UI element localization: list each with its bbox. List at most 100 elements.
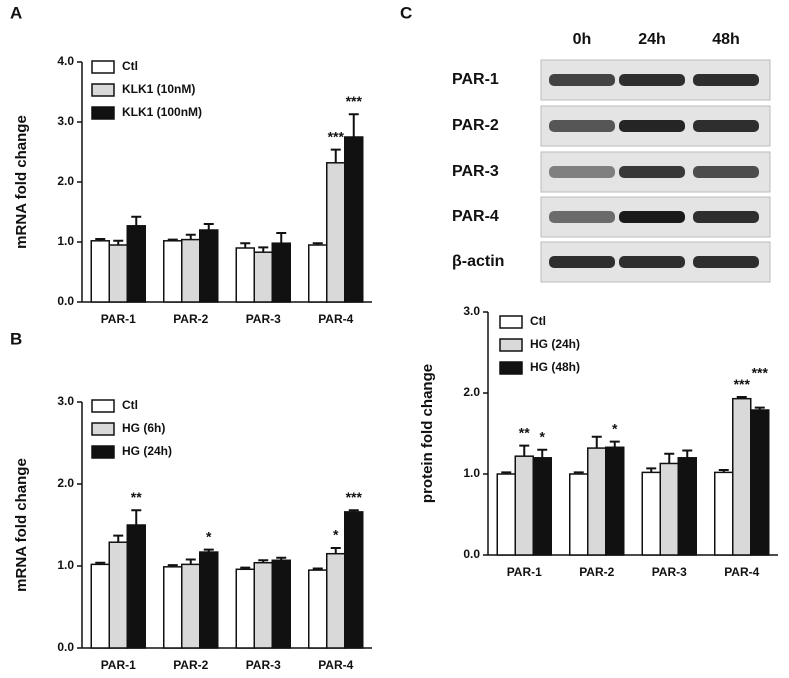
legend-label: HG (24h) — [122, 444, 172, 458]
x-tick-label: PAR-4 — [724, 565, 759, 579]
bar — [199, 551, 219, 649]
bar — [235, 568, 255, 649]
legend-label: Ctl — [122, 59, 138, 73]
significance-label: *** — [346, 489, 363, 505]
legend-label: KLK1 (100nM) — [122, 105, 202, 119]
y-tick-label: 1.0 — [463, 466, 480, 480]
blot-row-label: PAR-2 — [452, 117, 499, 134]
error-bar — [646, 467, 657, 473]
x-tick-label: PAR-1 — [507, 565, 542, 579]
legend-swatch — [91, 60, 115, 74]
y-tick-label: 0.0 — [463, 547, 480, 561]
error-bar — [240, 242, 251, 248]
legend-label: HG (48h) — [530, 360, 580, 374]
bar — [199, 229, 219, 303]
significance-label: *** — [328, 128, 345, 144]
error-bar — [185, 233, 196, 240]
y-tick-label: 1.0 — [57, 558, 74, 572]
blot-band — [693, 211, 759, 223]
bar — [308, 569, 328, 649]
y-tick-label: 3.0 — [463, 304, 480, 318]
legend-label: HG (6h) — [122, 421, 165, 435]
bar — [163, 240, 183, 303]
x-tick-label: PAR-4 — [318, 312, 353, 326]
blot-band — [619, 120, 685, 132]
error-bar — [276, 556, 287, 561]
error-bar — [95, 561, 106, 565]
bar — [641, 471, 661, 556]
error-bar — [131, 509, 142, 525]
x-tick-label: PAR-2 — [579, 565, 614, 579]
bar — [108, 541, 128, 649]
y-axis-label: protein fold change — [419, 364, 436, 503]
bar — [605, 446, 625, 556]
significance-label: * — [206, 528, 212, 544]
error-bar — [501, 471, 512, 474]
x-tick-label: PAR-2 — [173, 658, 208, 672]
y-axis-label: mRNA fold change — [13, 458, 30, 592]
significance-label: ** — [131, 489, 142, 505]
bar — [308, 244, 328, 303]
significance-label: * — [540, 428, 546, 444]
error-bar — [258, 246, 269, 253]
y-tick-label: 2.0 — [57, 174, 74, 188]
blot-band — [619, 256, 685, 268]
error-bar — [312, 242, 323, 245]
error-bar — [95, 238, 106, 241]
blot-band — [693, 256, 759, 268]
legend-swatch — [91, 106, 115, 120]
error-bar — [131, 215, 142, 226]
error-bar — [185, 558, 196, 565]
y-tick-label: 3.0 — [57, 394, 74, 408]
blot-band — [549, 256, 615, 268]
error-bar — [203, 548, 214, 553]
legend-swatch — [499, 338, 523, 352]
blot-row-label: PAR-1 — [452, 71, 499, 88]
error-bar — [573, 471, 584, 474]
bar — [326, 162, 346, 303]
x-tick-label: PAR-1 — [101, 312, 136, 326]
significance-label: * — [612, 420, 618, 436]
bar — [181, 238, 201, 303]
error-bar — [203, 223, 214, 230]
error-bar — [240, 566, 251, 570]
blot-band — [693, 120, 759, 132]
x-tick-label: PAR-1 — [101, 658, 136, 672]
blot-column-label: 48h — [712, 31, 740, 48]
bar — [587, 447, 607, 556]
bar — [677, 457, 697, 556]
bar — [253, 251, 273, 303]
blot-row-label: PAR-3 — [452, 163, 499, 180]
error-bar — [718, 468, 729, 473]
x-tick-label: PAR-4 — [318, 658, 353, 672]
significance-label: *** — [734, 376, 751, 392]
bar — [108, 244, 128, 303]
error-bar — [258, 559, 269, 563]
bar — [181, 563, 201, 649]
error-bar — [348, 113, 359, 137]
legend-label: Ctl — [122, 398, 138, 412]
error-bar — [276, 232, 287, 244]
error-bar — [537, 448, 548, 458]
error-bar — [113, 239, 124, 245]
bar — [344, 511, 364, 649]
bar — [714, 471, 734, 556]
error-bar — [609, 440, 620, 448]
bar — [326, 552, 346, 649]
blot-row-label: PAR-4 — [452, 208, 499, 225]
bar — [271, 559, 291, 649]
legend-swatch — [91, 422, 115, 436]
x-tick-label: PAR-3 — [652, 565, 687, 579]
error-bar — [682, 449, 693, 458]
error-bar — [113, 534, 124, 543]
bar — [659, 462, 679, 556]
blot-band — [693, 166, 759, 178]
bar — [514, 455, 534, 556]
legend-label: KLK1 (10nM) — [122, 82, 195, 96]
legend-label: HG (24h) — [530, 337, 580, 351]
y-tick-label: 2.0 — [57, 476, 74, 490]
legend-swatch — [499, 315, 523, 329]
bar — [344, 136, 364, 303]
